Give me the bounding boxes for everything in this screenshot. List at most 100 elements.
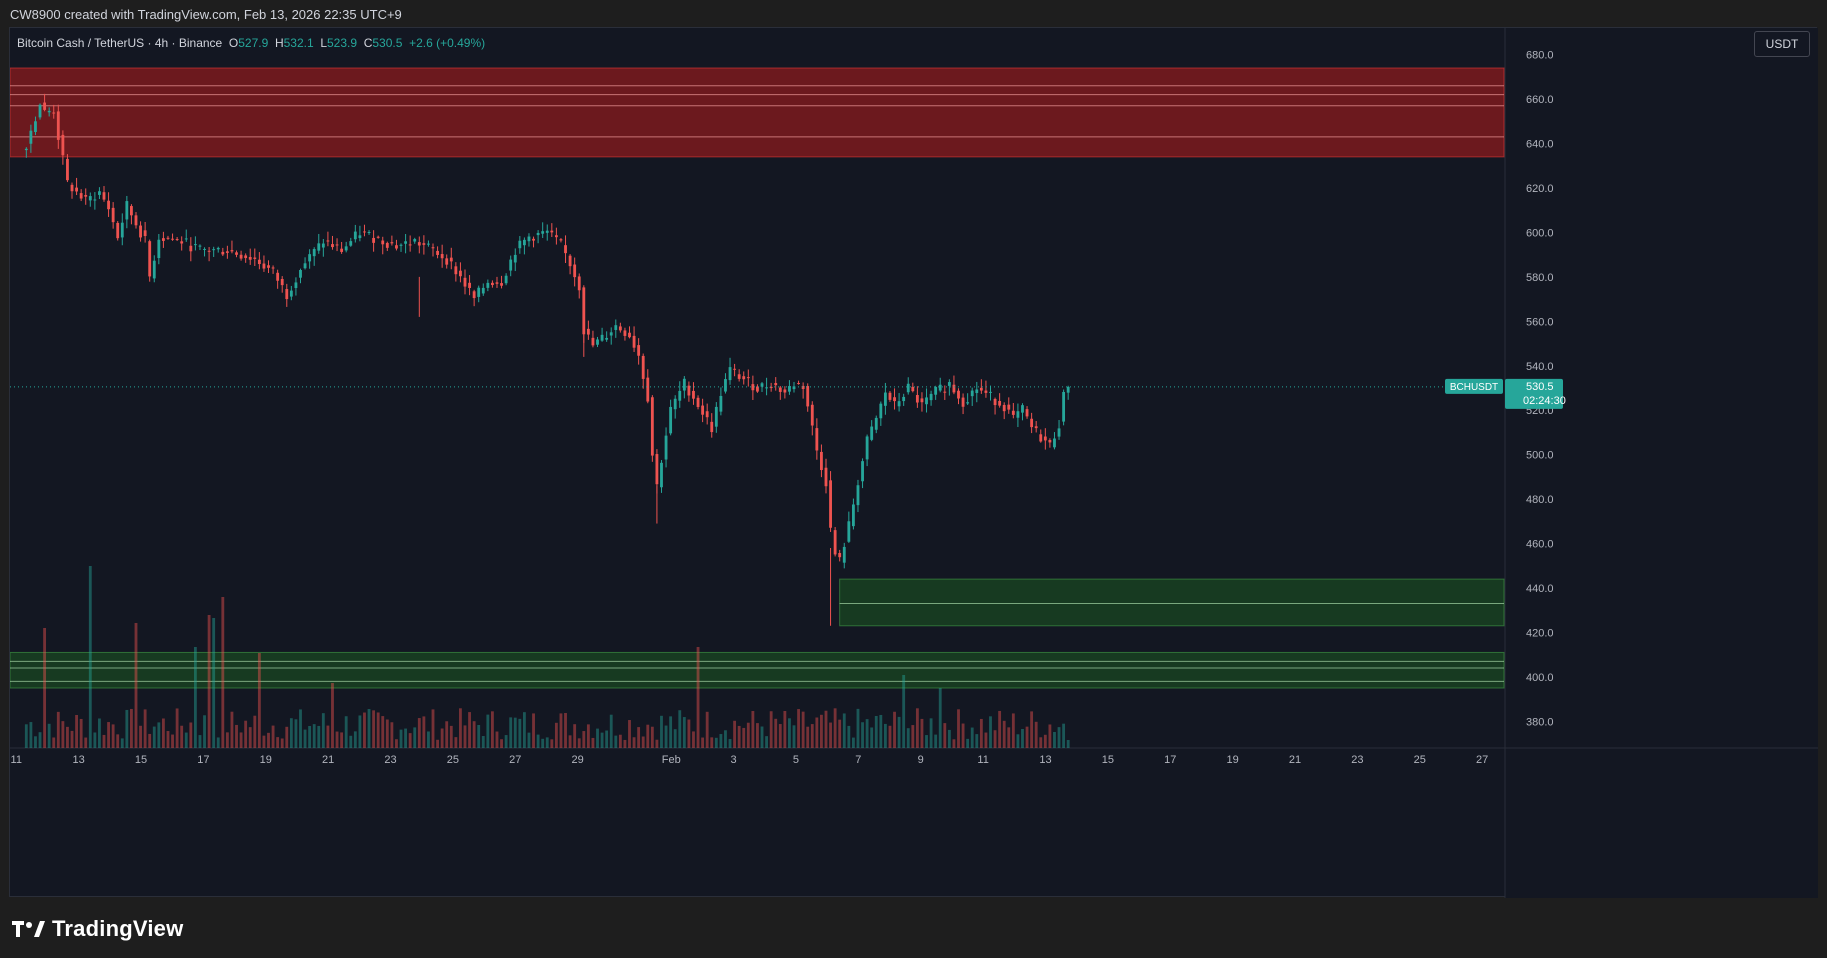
volume-bar (75, 714, 79, 748)
candle-body (175, 239, 179, 241)
volume-bar (381, 716, 385, 748)
volume-bar (591, 737, 595, 748)
candle-body (765, 387, 769, 389)
volume-bar (262, 735, 266, 748)
candle-body (705, 411, 709, 418)
volume-bar (43, 628, 47, 748)
chart-pane[interactable]: 680.0 660.0 640.0 620.0 600.0 580.0 560.0 540.0… (9, 27, 1818, 898)
x-tick-label: 19 (260, 754, 272, 766)
volume-bar (605, 730, 609, 748)
volume-bar (376, 712, 380, 748)
symbol-description: Bitcoin Cash / TetherUS · 4h · Binance (17, 36, 223, 50)
candle-body (925, 397, 928, 405)
candle-body (43, 102, 47, 110)
x-tick-label: 11 (11, 754, 22, 766)
low-value: 523.9 (327, 36, 358, 50)
candle-body (1011, 410, 1015, 415)
currency-button[interactable]: USDT (1754, 31, 1810, 57)
volume-bar (769, 711, 773, 748)
candle-body (536, 232, 540, 236)
candle-body (431, 247, 435, 249)
y-tick-label: 540.0 (1526, 361, 1554, 373)
candle-body (239, 254, 243, 259)
candle-body (641, 355, 645, 379)
volume-bar (833, 708, 837, 748)
low-label: L (320, 36, 327, 50)
volume-bar (687, 719, 691, 748)
volume-bar (742, 727, 746, 748)
volume-bar (646, 724, 650, 748)
volume-bar (737, 725, 741, 748)
volume-bar (660, 715, 663, 748)
candle-body (427, 243, 430, 245)
volume-bar (216, 737, 220, 748)
volume-bar (911, 725, 915, 748)
x-tick-label: 17 (197, 754, 209, 766)
attribution-text: CW8900 created with TradingView.com, Feb… (10, 7, 402, 22)
volume-bar (838, 719, 842, 748)
volume-bar (207, 615, 211, 748)
candle-body (998, 400, 1002, 406)
volume-bar (710, 737, 714, 748)
volume-bar (554, 722, 558, 748)
volume-bar (111, 724, 115, 748)
volume-bar (888, 725, 892, 748)
volume-bar (788, 718, 791, 748)
candle-body (70, 184, 74, 192)
volume-bar (267, 732, 270, 748)
volume-bar (810, 724, 814, 748)
candle-body (883, 392, 887, 406)
candle-body (774, 383, 778, 386)
candle-body (404, 241, 408, 244)
volume-bar (806, 726, 810, 748)
candle-body (171, 238, 174, 240)
volume-bar (459, 708, 462, 748)
x-tick-label: 5 (793, 754, 799, 766)
candle-body (459, 270, 462, 277)
footer-brand: TradingView (12, 914, 183, 944)
volume-bar (189, 722, 193, 748)
price-chart[interactable]: 680.0 660.0 640.0 620.0 600.0 580.0 560.0 540.0… (10, 28, 1818, 898)
volume-bar (79, 718, 83, 748)
volume-bar (783, 710, 787, 748)
volume-bar (285, 726, 289, 748)
volume-bar (618, 734, 622, 748)
volume-bar (116, 734, 120, 748)
x-tick-label: 19 (1227, 754, 1239, 766)
volume-bar (998, 710, 1002, 748)
y-tick-label: 440.0 (1526, 583, 1554, 595)
volume-bar (979, 718, 983, 748)
candle-body (180, 241, 184, 244)
volume-bar (883, 723, 887, 748)
candle-body (760, 383, 764, 387)
candle-body (88, 196, 92, 201)
volume-bar (989, 716, 992, 748)
x-tick-label: 23 (384, 754, 396, 766)
volume-bar (184, 732, 188, 748)
candle-body (724, 379, 727, 392)
candle-body (500, 283, 503, 286)
candle-body (1039, 434, 1043, 442)
volume-bar (984, 732, 988, 748)
candle-body (632, 335, 636, 348)
candle-body (628, 332, 631, 338)
candle-body (454, 266, 458, 275)
symbol-price-tag (1445, 378, 1503, 394)
candle-body (838, 553, 842, 558)
candle-body (934, 387, 938, 395)
candle-body (225, 251, 229, 253)
volume-bar (1021, 728, 1024, 748)
candle-body (911, 386, 915, 392)
brand-name: TradingView (52, 916, 184, 941)
candle-body (1021, 405, 1024, 413)
candle-body (696, 397, 700, 407)
high-label: H (274, 36, 284, 50)
candle-body (742, 376, 746, 380)
volume-bar (993, 730, 997, 748)
candle-body (897, 401, 901, 407)
volume-bar (792, 725, 796, 748)
volume-bar (902, 675, 906, 748)
candle-body (947, 382, 951, 386)
volume-bar (714, 737, 718, 748)
candle-body (495, 282, 499, 284)
